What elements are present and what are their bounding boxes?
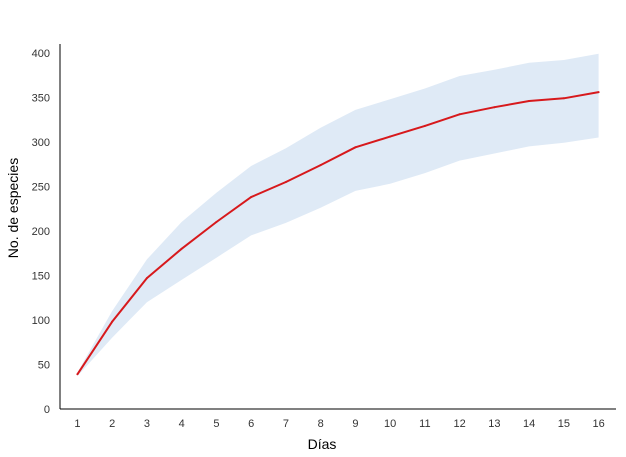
data-point [562,97,565,100]
y-tick-label: 300 [32,137,50,149]
x-tick-label: 16 [593,418,605,430]
data-point [423,124,426,127]
series-layer [76,91,600,376]
x-tick-labels: 1 2 3 4 5 6 7 8 9 10 11 12 13 14 15 16 [74,418,604,430]
x-tick-label: 8 [318,418,324,430]
confidence-band [77,53,599,377]
y-tick-label: 100 [32,315,50,327]
x-tick-label: 12 [454,418,466,430]
x-tick-label: 7 [283,418,289,430]
series-line [76,91,599,375]
data-point [284,181,287,183]
data-point [250,196,253,199]
x-tick-label: 13 [488,418,500,430]
data-point [111,320,114,323]
data-point [319,164,322,167]
y-tick-label: 400 [32,48,50,60]
x-axis-title: Días [308,436,337,452]
x-tick-label: 4 [179,418,185,430]
y-tick-label: 350 [32,92,50,104]
data-point [145,277,148,280]
x-tick-label: 2 [109,418,115,430]
x-tick-label: 9 [352,418,358,430]
y-tick-label: 250 [32,181,50,193]
data-point [354,146,357,149]
x-tick-label: 5 [213,418,219,430]
data-point [215,221,218,223]
y-axis-title: No. de especies [5,158,21,258]
data-point [76,373,79,376]
y-tick-label: 200 [32,226,50,238]
x-tick-label: 15 [558,418,570,430]
data-point [528,100,531,102]
x-tick-label: 11 [419,418,430,430]
data-point [458,113,461,116]
data-point [493,106,496,109]
x-tick-label: 14 [523,418,535,430]
data-point [597,91,600,94]
data-point [180,247,183,250]
x-tick-label: 1 [74,418,80,430]
data-point [389,135,392,138]
confidence-band-layer [77,53,599,377]
y-tick-label: 50 [38,359,50,371]
x-tick-label: 6 [248,418,254,430]
axes [59,44,616,410]
y-tick-label: 0 [44,404,50,416]
y-tick-labels: 0 50 100 150 200 250 300 350 400 [32,48,50,416]
x-tick-label: 3 [144,418,150,430]
y-tick-label: 150 [32,270,50,282]
x-tick-label: 10 [384,418,396,430]
